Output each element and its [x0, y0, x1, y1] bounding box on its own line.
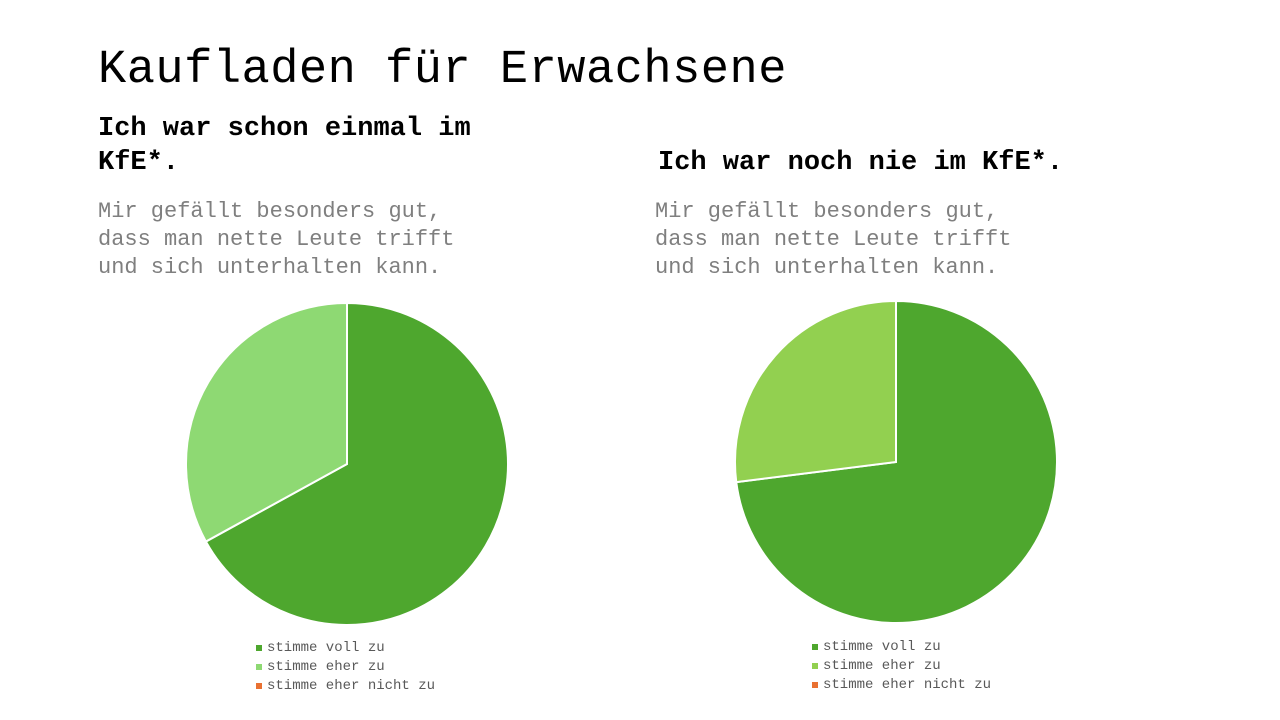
- legend-label: stimme voll zu: [267, 639, 385, 656]
- legend-label: stimme eher zu: [823, 657, 941, 674]
- pie-chart-right: [734, 299, 1058, 624]
- legend-entry-stimme-eher-zu: stimme eher zu: [812, 656, 991, 675]
- panel-heading-left-line1: Ich war schon einmal im: [98, 114, 471, 144]
- legend-label: stimme eher zu: [267, 658, 385, 675]
- legend-swatch: [812, 662, 818, 669]
- legend-entry-stimme-eher-zu: stimme eher zu: [256, 657, 435, 676]
- panel-heading-left-line2: KfE*.: [98, 148, 180, 178]
- legend-swatch: [812, 643, 818, 650]
- legend-swatch: [812, 681, 818, 688]
- panel-question-right: Mir gefällt besonders gut, dass man nett…: [655, 199, 1012, 280]
- legend-swatch: [256, 682, 262, 689]
- panel-heading-right: Ich war noch nie im KfE*.: [658, 146, 1063, 180]
- pie-slice-stimme-voll-zu: [204, 301, 509, 626]
- legend-entry-stimme-eher-nicht-zu: stimme eher nicht zu: [256, 676, 435, 695]
- pie-chart-left: [185, 301, 509, 626]
- pie-slice-stimme-eher-zu: [734, 299, 897, 484]
- legend-entry-stimme-eher-nicht-zu: stimme eher nicht zu: [812, 675, 991, 694]
- slide-title: Kaufladen für Erwachsene: [98, 44, 787, 97]
- legend-label: stimme eher nicht zu: [267, 677, 436, 694]
- legend-label: stimme eher nicht zu: [823, 676, 992, 693]
- legend-label: stimme voll zu: [823, 638, 941, 655]
- panel-heading-right-line1: Ich war noch nie im KfE*.: [658, 148, 1064, 178]
- legend-entry-stimme-voll-zu: stimme voll zu: [812, 637, 991, 656]
- panel-heading-left: Ich war schon einmal im KfE*.: [98, 112, 471, 180]
- legend-entry-stimme-voll-zu: stimme voll zu: [256, 638, 435, 657]
- panel-question-left: Mir gefällt besonders gut, dass man nett…: [98, 199, 455, 280]
- legend-swatch: [256, 644, 262, 651]
- legend-left: stimme voll zu stimme eher zu stimme eher …: [256, 638, 435, 695]
- pie-slice-stimme-eher-zu: [185, 301, 348, 543]
- legend-right: stimme voll zu stimme eher zu stimme eher …: [812, 637, 991, 694]
- legend-swatch: [256, 663, 262, 670]
